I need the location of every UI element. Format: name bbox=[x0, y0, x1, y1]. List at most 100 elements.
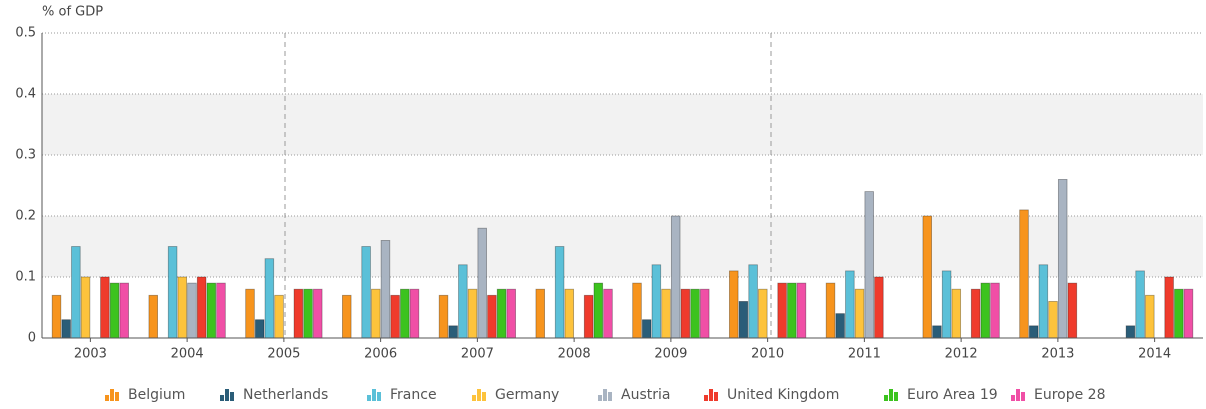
bar bbox=[632, 282, 642, 339]
bar bbox=[1038, 264, 1049, 339]
legend-icon bbox=[115, 392, 119, 401]
legend-icon bbox=[110, 389, 114, 401]
legend-icon bbox=[372, 389, 376, 401]
bar bbox=[729, 270, 739, 339]
bar bbox=[487, 294, 497, 339]
bar bbox=[593, 282, 604, 339]
bar bbox=[119, 282, 129, 339]
bar bbox=[564, 288, 575, 339]
legend-icon bbox=[225, 389, 229, 401]
bar bbox=[167, 246, 178, 339]
bar bbox=[409, 288, 420, 339]
bar bbox=[1067, 282, 1078, 339]
bar bbox=[1135, 270, 1145, 339]
bar bbox=[254, 319, 265, 339]
bar bbox=[390, 294, 400, 339]
y-tick-label: 0 bbox=[28, 331, 36, 346]
bar bbox=[71, 246, 81, 339]
legend-label: France bbox=[390, 387, 437, 403]
bar bbox=[1174, 288, 1184, 339]
y-tick-label: 0.4 bbox=[15, 87, 36, 102]
bar bbox=[148, 294, 159, 339]
bar bbox=[438, 294, 449, 339]
bar bbox=[932, 325, 942, 339]
x-tick-label: 2007 bbox=[461, 347, 494, 362]
legend-label: Belgium bbox=[128, 387, 185, 403]
bar bbox=[845, 270, 855, 339]
legend-label: Netherlands bbox=[243, 387, 328, 403]
bar bbox=[109, 282, 120, 339]
x-tick-label: 2006 bbox=[364, 347, 397, 362]
bar bbox=[951, 288, 962, 339]
bar bbox=[535, 288, 545, 339]
legend-label: Euro Area 19 bbox=[907, 387, 998, 403]
y-tick-label: 0.1 bbox=[15, 270, 36, 285]
bar bbox=[554, 246, 565, 339]
legend-label: United Kingdom bbox=[727, 387, 839, 403]
bar bbox=[100, 276, 110, 339]
bar bbox=[1164, 276, 1174, 339]
bar bbox=[825, 282, 836, 339]
bar bbox=[196, 276, 207, 339]
bar bbox=[1145, 294, 1155, 339]
x-tick-label: 2008 bbox=[558, 347, 591, 362]
legend-label: Austria bbox=[621, 387, 670, 403]
legend-icon bbox=[230, 392, 234, 401]
bar bbox=[1183, 288, 1194, 339]
legend-icon bbox=[105, 395, 109, 401]
bar bbox=[874, 276, 884, 339]
bar bbox=[496, 288, 507, 339]
bar bbox=[371, 288, 381, 339]
legend-icon bbox=[377, 392, 381, 401]
bar bbox=[758, 288, 768, 339]
x-tick-label: 2009 bbox=[654, 347, 687, 362]
legend-icon bbox=[608, 392, 612, 401]
legend-icon bbox=[894, 392, 898, 401]
bar bbox=[206, 282, 217, 339]
bar bbox=[603, 288, 613, 339]
bar bbox=[458, 264, 468, 339]
bar bbox=[467, 288, 478, 339]
y-axis-label: % of GDP bbox=[42, 5, 103, 20]
legend-icon bbox=[704, 395, 708, 401]
bar bbox=[245, 288, 255, 339]
bar bbox=[1125, 325, 1136, 339]
bar bbox=[922, 215, 932, 339]
bar bbox=[506, 288, 516, 339]
legend-icon bbox=[477, 389, 481, 401]
bar bbox=[670, 215, 681, 339]
bar bbox=[448, 325, 458, 339]
bar bbox=[864, 191, 874, 339]
bar bbox=[80, 276, 91, 339]
bar bbox=[680, 288, 691, 339]
bar bbox=[1057, 178, 1068, 339]
legend-icon bbox=[889, 389, 893, 401]
x-tick-label: 2011 bbox=[848, 347, 881, 362]
bar bbox=[941, 270, 952, 339]
bar bbox=[583, 294, 594, 339]
x-tick-label: 2003 bbox=[74, 347, 107, 362]
x-tick-label: 2013 bbox=[1041, 347, 1074, 362]
bar bbox=[1028, 325, 1039, 339]
legend-label: Europe 28 bbox=[1034, 387, 1106, 403]
legend-icon bbox=[603, 389, 607, 401]
bar bbox=[177, 276, 188, 339]
bar bbox=[796, 282, 807, 339]
bar bbox=[970, 288, 981, 339]
legend-icon bbox=[1016, 389, 1020, 401]
legend-icon bbox=[709, 389, 713, 401]
bar bbox=[980, 282, 991, 339]
bar bbox=[787, 282, 797, 339]
bar bbox=[361, 246, 371, 339]
bar bbox=[835, 313, 845, 339]
bar bbox=[777, 282, 787, 339]
legend-icon bbox=[714, 392, 718, 401]
bar bbox=[690, 288, 700, 339]
bar bbox=[216, 282, 226, 339]
grid-band bbox=[42, 216, 1203, 277]
bar bbox=[61, 319, 71, 339]
y-tick-label: 0.3 bbox=[15, 148, 36, 163]
bar bbox=[293, 288, 304, 339]
legend-icon bbox=[1011, 395, 1015, 401]
